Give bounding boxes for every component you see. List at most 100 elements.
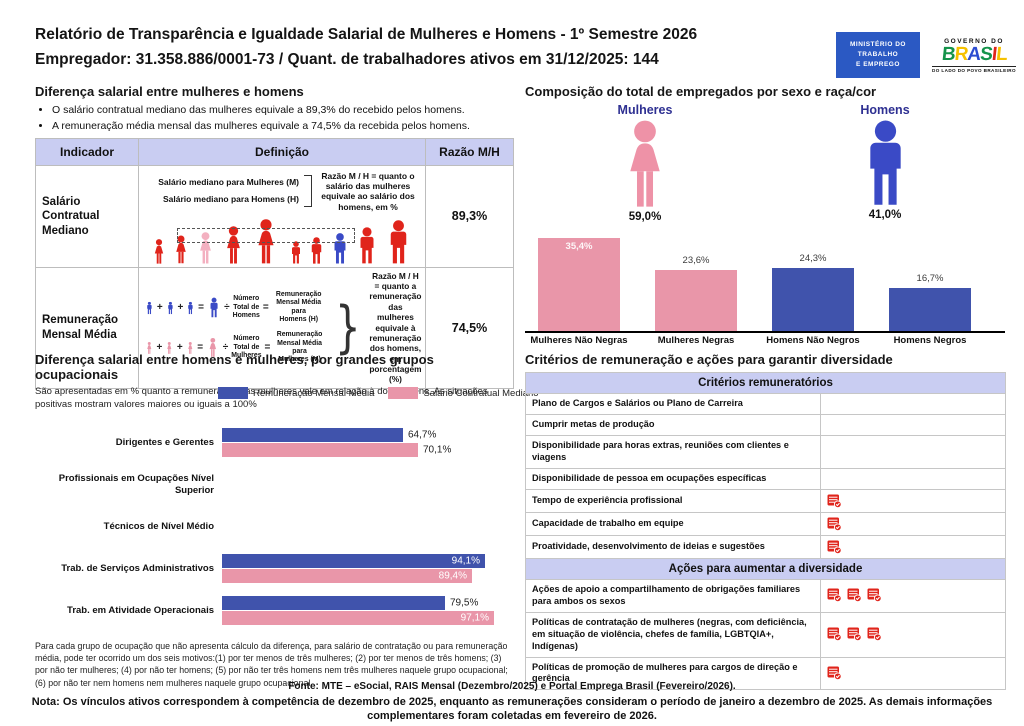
- occupational-subtitle: São apresentadas em % quanto a remuneraç…: [35, 386, 488, 410]
- plus-sign: +: [156, 342, 163, 354]
- tbody: Indicador Definição Razão M/H Salário Co…: [35, 138, 514, 389]
- path: [875, 597, 880, 601]
- indicator-label: Salário Contratual Mediano: [35, 165, 139, 268]
- criteria-icons-cell: [819, 488, 1007, 513]
- figure-Mulheres: Mulheres 59,0%: [525, 103, 765, 223]
- criteria-section-header-row: Critérios remuneratórios: [524, 372, 1007, 394]
- criteria-row: Disponibilidade de pessoa em ocupações e…: [525, 467, 1007, 490]
- figure-label: Homens: [860, 103, 910, 117]
- criteria-label: Disponibilidade para horas extras, reuni…: [525, 434, 821, 469]
- criteria-row: Tempo de experiência profissional: [525, 488, 1007, 513]
- chart-row: Profissionais em Ocupações Nível Superio…: [35, 464, 516, 506]
- path: [855, 597, 860, 601]
- legend-label: Remuneração Mensal Média: [253, 387, 375, 399]
- result-label: Remuneração Mensal Média para Mulheres (…: [276, 331, 323, 364]
- definition-cell: + + = ÷ Número Total de Homens = Remuneração M…: [138, 266, 426, 389]
- mean-definition: + + = ÷ Número Total de Homens = Remuneração M…: [145, 270, 422, 385]
- criteria-label: Capacidade de trabalho em equipe: [525, 511, 821, 536]
- section-composition: Composição do total de empregados por se…: [525, 84, 1005, 349]
- path: [835, 502, 840, 506]
- report-header: Relatório de Transparência e Igualdade S…: [35, 26, 697, 76]
- composition-heading: Composição do total de empregados por se…: [525, 84, 877, 99]
- criteria-icons-cell: [819, 511, 1007, 536]
- criteria-row: Capacidade de trabalho em equipe: [525, 511, 1007, 536]
- criteria-label: Cumprir metas de produção: [525, 413, 821, 436]
- use: [870, 121, 900, 205]
- mean-formulas: + + = ÷ Número Total de Homens = Remuneração M…: [145, 291, 326, 364]
- criteria-check-icon: [847, 627, 862, 642]
- value-label: 64,7%: [408, 429, 437, 441]
- use: [155, 239, 163, 263]
- bar: 70,1%: [222, 443, 451, 458]
- gov-logo-top-text: GOVERNO DO: [944, 37, 1004, 45]
- criteria-heading: Critérios de remuneração e ações para ga…: [525, 352, 893, 367]
- man-icon: [207, 296, 221, 319]
- criteria-icons-cell: [819, 611, 1007, 658]
- chart-row: Trab. em Atividade Operacionais 79,5% 97,1…: [35, 590, 516, 632]
- plus-sign: +: [177, 302, 184, 314]
- report-footer: Fonte: MTE – eSocial, RAIS Mensal (Dezem…: [0, 681, 1024, 724]
- category-label: Profissionais em Ocupações Nível Superio…: [58, 472, 214, 496]
- value-label: 97,1%: [460, 612, 489, 624]
- use: [292, 241, 300, 263]
- criteria-row: Proatividade, desenvolvimento de ideias …: [525, 534, 1007, 559]
- path: [875, 636, 880, 640]
- path: [835, 548, 840, 552]
- man-icon: [166, 301, 175, 315]
- composition-bar-chart: 35,4% Mulheres Não Negras 23,6% Mulheres Ne…: [525, 233, 1005, 349]
- report-subtitle-employer: Empregador: 31.358.886/0001-73 / Quant. …: [35, 51, 659, 68]
- criteria-row: Políticas de contratação de mulheres (ne…: [525, 611, 1007, 658]
- category-label: Homens Não Negros: [766, 335, 860, 346]
- mte-logo-text: MINISTÉRIO DO TRABALHO E EMPREGO: [850, 41, 906, 68]
- median-label-men: Salário mediano para Homens (H): [162, 194, 299, 205]
- use: [391, 220, 407, 263]
- bullet-item: A remuneração média mensal das mulheres …: [52, 120, 513, 132]
- use: [361, 227, 374, 263]
- use: [630, 121, 659, 207]
- occupational-footnote: Para cada grupo de ocupação que não apre…: [35, 640, 508, 688]
- path: [835, 636, 840, 640]
- criteria-icons-cell: [819, 434, 1007, 469]
- bar: 79,5%: [222, 595, 478, 610]
- axis-baseline: [525, 331, 1005, 333]
- criteria-row: Cumprir metas de produção: [525, 413, 1007, 436]
- category-label: Mulheres Negras: [657, 335, 735, 346]
- note-line: Nota: Os vínculos ativos correspondem à …: [31, 696, 993, 723]
- figure-label: Mulheres: [617, 103, 673, 117]
- row-salario-contratual-mediano: Salário Contratual Mediano Salário media…: [35, 165, 514, 268]
- value-label: 70,1%: [423, 444, 452, 456]
- formula-man: + + = ÷ Número Total de Homens = Remuneração M…: [145, 291, 326, 324]
- brasil-letter: L: [994, 43, 1008, 65]
- bar: [772, 268, 854, 333]
- criteria-icons-cell: [819, 467, 1007, 490]
- brace-shape: }: [334, 294, 361, 360]
- brasil-wordmark: BRASIL: [941, 43, 1008, 65]
- criteria-check-icon: [867, 588, 882, 603]
- bar: 94,1%: [222, 553, 485, 568]
- result-label: Remuneração Mensal Média para Homens (H): [275, 291, 322, 323]
- criteria-label: Proatividade, desenvolvimento de ideias …: [525, 534, 821, 559]
- criteria-section-header-row: Ações para aumentar a diversidade: [524, 557, 1007, 580]
- col-header-razao: Razão M/H: [425, 138, 514, 166]
- man-icon: [354, 227, 380, 264]
- legend-swatch: [218, 387, 248, 399]
- occupational-heading: Diferença salarial entre homens e mulher…: [35, 352, 434, 382]
- median-label-women: Salário mediano para Mulheres (M): [158, 176, 299, 187]
- equals-sign: =: [198, 302, 205, 314]
- divide-sign: ÷: [222, 342, 229, 354]
- criteria-icons-cell: [819, 393, 1007, 415]
- criteria-check-icon: [827, 666, 842, 681]
- figure-value: 41,0%: [868, 209, 902, 221]
- mean-ratio-note: Razão M / H = quanto a remuneração das m…: [369, 270, 422, 385]
- legend-item: Remuneração Mensal Média: [218, 387, 374, 399]
- report-title: Relatório de Transparência e Igualdade S…: [35, 26, 698, 43]
- criteria-label: Disponibilidade de pessoa em ocupações e…: [525, 467, 821, 490]
- section-criteria: Critérios de remuneração e ações para ga…: [524, 352, 1007, 691]
- median-connector: [177, 227, 355, 243]
- indicator-table-header-row: Indicador Definição Razão M/H: [35, 138, 514, 166]
- bar: 89,4%: [222, 569, 472, 584]
- col-header-definicao: Definição: [138, 138, 426, 166]
- bar: 97,1%: [222, 611, 494, 626]
- ratio-value: 89,3%: [425, 165, 514, 268]
